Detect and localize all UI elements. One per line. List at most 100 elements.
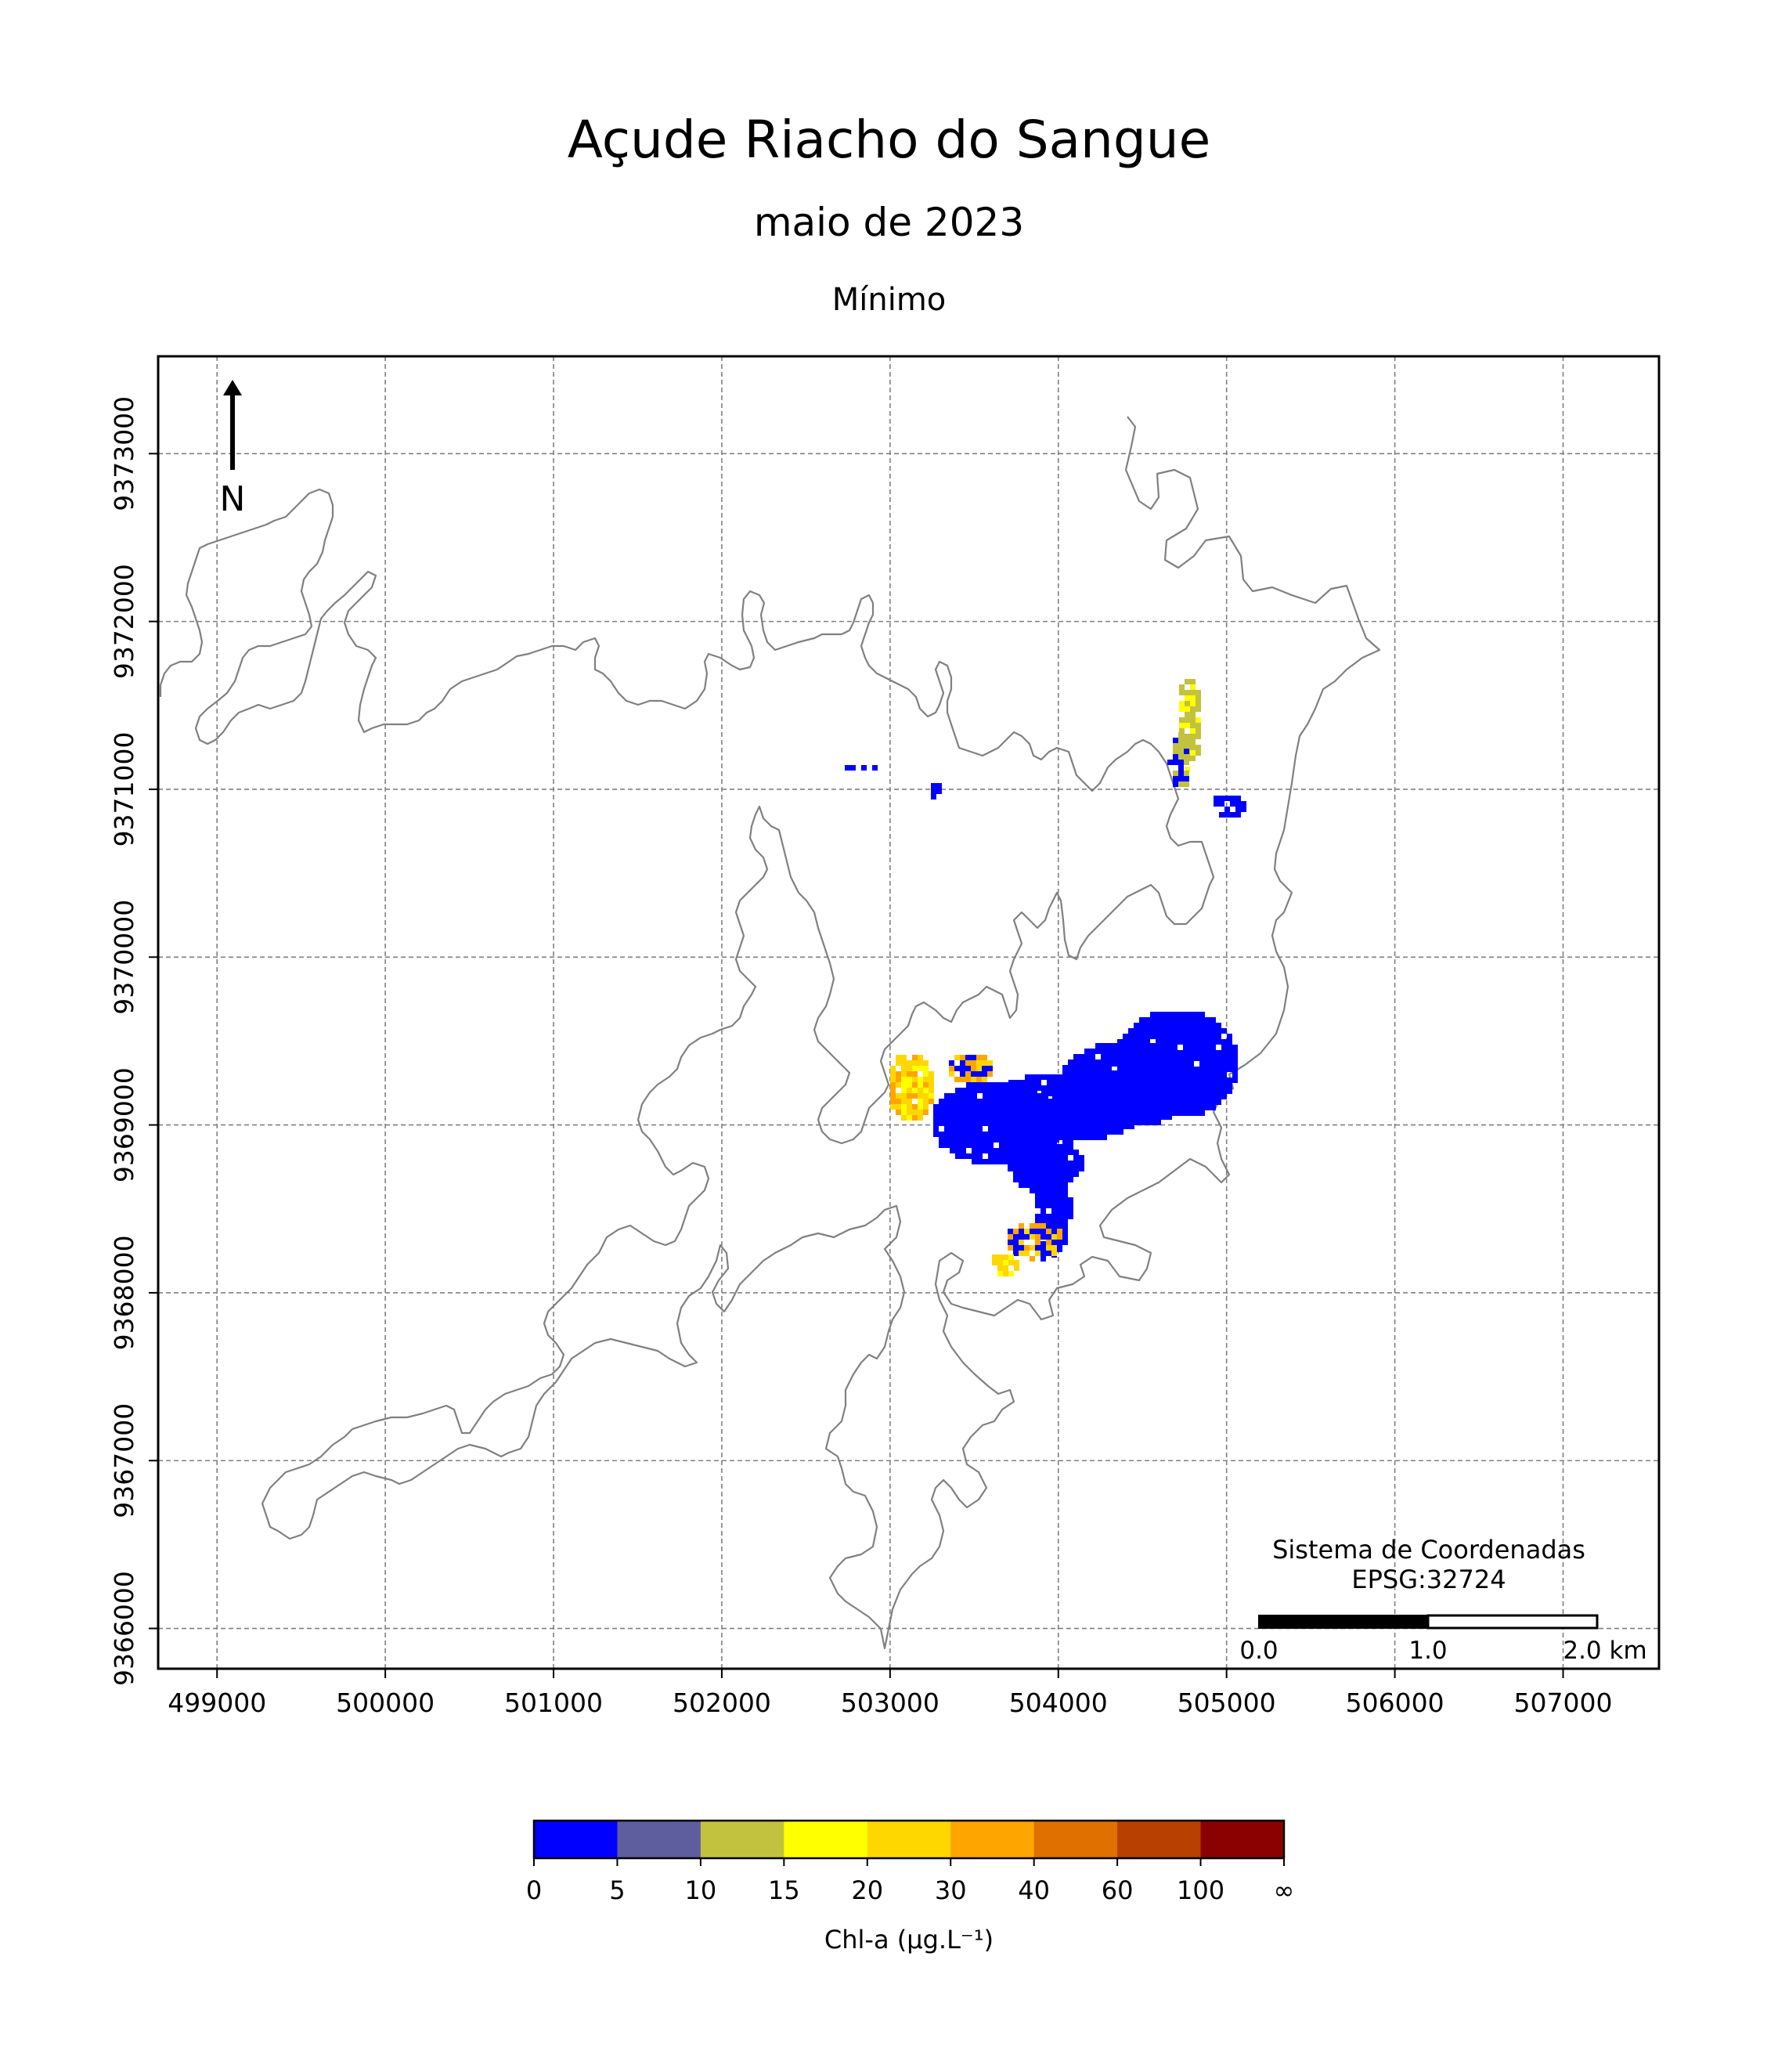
chla-pixel [1185, 717, 1190, 723]
scalebar-segment [1258, 1615, 1429, 1629]
chla-pixel [1080, 1091, 1085, 1096]
chla-pixel [1030, 1229, 1035, 1234]
chla-pixel [1107, 1118, 1113, 1124]
chla-pixel [939, 1099, 944, 1104]
chla-pixel [949, 1071, 954, 1077]
chla-pixel [1221, 1083, 1227, 1088]
colorbar-label: Chl-a (μg.L⁻¹) [824, 1925, 994, 1955]
colorbar-swatch [950, 1821, 1035, 1858]
chla-pixel [1035, 1171, 1040, 1177]
chla-pixel [1172, 1067, 1178, 1072]
chla-pixel [1084, 1070, 1090, 1076]
chla-pixel [1051, 1214, 1057, 1219]
chla-pixel [1123, 1091, 1129, 1096]
x-tick-label: 506000 [1346, 1688, 1444, 1718]
chla-pixel [1210, 1078, 1216, 1083]
chla-pixel [983, 1159, 988, 1164]
chla-pixel [1019, 1245, 1024, 1251]
chla-pixel [1074, 1129, 1080, 1135]
chla-pixel [1024, 1166, 1030, 1171]
chla-pixel [1183, 1028, 1188, 1034]
chla-pixel [1004, 1153, 1010, 1159]
chla-pixel [1227, 1061, 1232, 1067]
chla-pixel [1230, 801, 1235, 807]
chla-pixel [1085, 1074, 1091, 1080]
chla-pixel [1188, 1050, 1194, 1056]
chla-pixel [896, 1110, 901, 1115]
chla-pixel [992, 1260, 997, 1265]
chla-pixel [1190, 750, 1196, 756]
chla-pixel [1183, 1070, 1188, 1076]
chla-pixel [1046, 1161, 1051, 1166]
chla-pixel [1205, 1099, 1210, 1105]
chla-pixel [1024, 1161, 1030, 1166]
chla-pixel [1024, 1133, 1030, 1139]
chla-pixel [1199, 1061, 1205, 1067]
chla-pixel [1015, 1121, 1021, 1126]
chla-pixel [1054, 1121, 1059, 1126]
chla-pixel [988, 1142, 994, 1148]
chla-pixel [1178, 1098, 1183, 1103]
chla-pixel [1134, 1107, 1140, 1113]
chla-pixel [955, 1110, 961, 1115]
chla-pixel [1079, 1059, 1084, 1065]
chla-pixel [955, 1115, 961, 1121]
chla-pixel [1227, 1078, 1232, 1083]
y-tick-label: 9371000 [109, 731, 139, 846]
chla-pixel [1205, 1056, 1210, 1061]
chla-pixel [997, 1254, 1003, 1260]
chla-pixel [992, 1254, 997, 1260]
chla-pixel [901, 1099, 907, 1104]
chla-pixel [1051, 1241, 1057, 1247]
chla-pixel [1117, 1049, 1123, 1054]
chla-pixel [1210, 1028, 1216, 1034]
chla-pixel [912, 1082, 918, 1088]
chla-pixel [1134, 1102, 1140, 1107]
chla-pixel [1183, 1039, 1188, 1045]
chla-pixel [1010, 1115, 1015, 1121]
chla-pixel [1227, 1056, 1232, 1061]
chla-pixel [1184, 776, 1189, 782]
chla-pixel [977, 1110, 983, 1115]
chla-pixel [1156, 1070, 1161, 1076]
y-tick-label: 9366000 [109, 1571, 139, 1686]
chla-pixel [1172, 1054, 1178, 1059]
chla-pixel [1145, 1023, 1150, 1028]
chla-pixel [1113, 1091, 1118, 1096]
chla-pixel [1145, 1076, 1150, 1081]
chla-pixel [1062, 1161, 1068, 1166]
chla-pixel [977, 1121, 983, 1126]
chla-pixel [912, 1077, 918, 1082]
chla-pixel [1113, 1096, 1118, 1102]
chla-pixel [1216, 1061, 1221, 1067]
chla-pixel [1227, 1088, 1232, 1094]
chla-pixel [1167, 1092, 1172, 1098]
chla-pixel [1179, 723, 1185, 728]
chla-pixel [1113, 1118, 1118, 1124]
chla-pixel [1216, 1072, 1221, 1078]
chla-pixel [1178, 760, 1184, 765]
chla-pixel [955, 1104, 961, 1110]
chla-pixel [976, 1066, 982, 1071]
chla-pixel [1035, 1203, 1040, 1208]
chla-pixel [1194, 1023, 1199, 1028]
chla-pixel [1185, 739, 1190, 745]
chla-pixel [1190, 745, 1196, 750]
chla-pixel [994, 1088, 999, 1093]
chla-pixel [1139, 1028, 1145, 1034]
chla-pixel [1101, 1049, 1106, 1054]
chla-pixel [1069, 1091, 1074, 1096]
chla-pixel [977, 1153, 983, 1159]
chla-pixel [972, 1148, 977, 1153]
chla-pixel [1003, 1271, 1008, 1276]
chla-pixel [1139, 1092, 1145, 1098]
chla-pixel [972, 1142, 977, 1148]
chla-pixel [1178, 1065, 1183, 1070]
chla-pixel [1021, 1126, 1026, 1132]
chla-pixel [1035, 1229, 1040, 1234]
chla-pixel [954, 1055, 960, 1060]
chla-pixel [918, 1055, 923, 1060]
chla-pixel [1183, 1050, 1188, 1056]
chla-pixel [939, 1132, 944, 1137]
chla-pixel [1128, 1065, 1134, 1070]
